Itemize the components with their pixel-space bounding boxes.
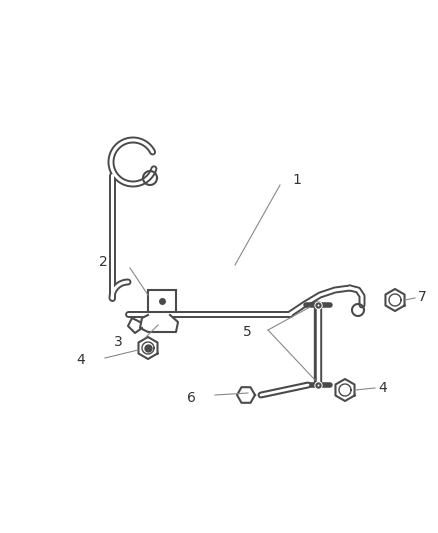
Bar bbox=[148, 290, 176, 312]
Text: 1: 1 bbox=[292, 173, 301, 187]
Polygon shape bbox=[237, 387, 255, 403]
Polygon shape bbox=[140, 315, 178, 332]
Text: 3: 3 bbox=[114, 335, 123, 349]
Polygon shape bbox=[138, 337, 158, 359]
Text: 6: 6 bbox=[187, 391, 196, 405]
Polygon shape bbox=[385, 289, 405, 311]
Text: 4: 4 bbox=[76, 353, 85, 367]
Text: 4: 4 bbox=[378, 381, 387, 395]
Polygon shape bbox=[336, 379, 354, 401]
Text: 2: 2 bbox=[99, 255, 108, 269]
Text: 7: 7 bbox=[418, 290, 427, 304]
Text: 5: 5 bbox=[243, 325, 252, 339]
